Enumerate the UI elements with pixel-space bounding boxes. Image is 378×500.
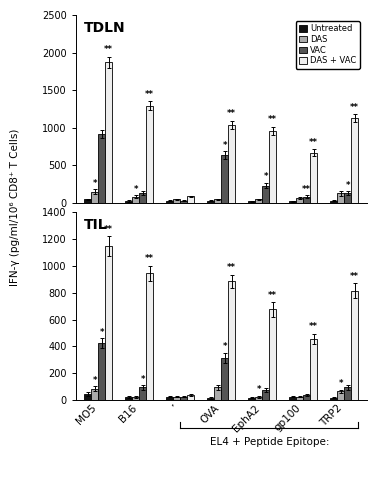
- Bar: [84, 394, 91, 400]
- Bar: [166, 396, 173, 400]
- Bar: [310, 339, 317, 400]
- Bar: [105, 246, 112, 400]
- Bar: [310, 153, 317, 203]
- Bar: [344, 193, 351, 203]
- Bar: [248, 398, 255, 400]
- Text: **: **: [104, 225, 113, 234]
- Bar: [296, 198, 303, 203]
- Bar: [132, 396, 139, 400]
- Bar: [214, 200, 221, 203]
- Text: EL4 + Peptide Epitope:: EL4 + Peptide Epitope:: [209, 436, 329, 446]
- Legend: Untreated, DAS, VAC, DAS + VAC: Untreated, DAS, VAC, DAS + VAC: [296, 21, 359, 68]
- Bar: [105, 62, 112, 203]
- Bar: [255, 396, 262, 400]
- Text: *: *: [338, 380, 343, 388]
- Text: *: *: [133, 184, 138, 194]
- Bar: [84, 200, 91, 203]
- Bar: [262, 390, 269, 400]
- Bar: [303, 197, 310, 203]
- Bar: [146, 273, 153, 400]
- Text: TDLN: TDLN: [84, 20, 126, 34]
- Bar: [330, 398, 337, 400]
- Text: *: *: [222, 140, 227, 149]
- Text: **: **: [309, 322, 318, 332]
- Bar: [337, 392, 344, 400]
- Bar: [228, 124, 235, 203]
- Text: **: **: [350, 102, 359, 112]
- Bar: [221, 155, 228, 203]
- Bar: [98, 134, 105, 203]
- Bar: [139, 388, 146, 400]
- Text: *: *: [222, 342, 227, 351]
- Text: *: *: [263, 172, 268, 181]
- Bar: [296, 396, 303, 400]
- Text: **: **: [145, 254, 154, 264]
- Text: **: **: [350, 272, 359, 281]
- Text: *: *: [99, 328, 104, 336]
- Bar: [180, 201, 187, 203]
- Text: **: **: [302, 184, 311, 194]
- Bar: [187, 396, 194, 400]
- Bar: [344, 388, 351, 400]
- Bar: [125, 396, 132, 400]
- Bar: [337, 194, 344, 203]
- Text: **: **: [268, 290, 277, 300]
- Bar: [132, 197, 139, 203]
- Bar: [180, 396, 187, 400]
- Text: *: *: [92, 178, 97, 188]
- Text: **: **: [309, 138, 318, 147]
- Text: *: *: [345, 180, 350, 190]
- Text: IFN-γ (pg/ml/10⁶ CD8⁺ T Cells): IFN-γ (pg/ml/10⁶ CD8⁺ T Cells): [10, 129, 20, 286]
- Text: **: **: [268, 116, 277, 124]
- Bar: [228, 282, 235, 400]
- Bar: [330, 201, 337, 203]
- Text: **: **: [227, 264, 236, 272]
- Bar: [207, 201, 214, 203]
- Text: *: *: [256, 385, 261, 394]
- Bar: [262, 186, 269, 203]
- Bar: [221, 358, 228, 400]
- Bar: [207, 398, 214, 400]
- Text: **: **: [104, 45, 113, 54]
- Text: *: *: [140, 374, 145, 384]
- Bar: [146, 106, 153, 203]
- Bar: [187, 196, 194, 203]
- Text: TIL: TIL: [84, 218, 108, 232]
- Bar: [351, 290, 358, 400]
- Bar: [351, 118, 358, 203]
- Bar: [269, 310, 276, 400]
- Bar: [289, 202, 296, 203]
- Bar: [255, 200, 262, 203]
- Bar: [214, 388, 221, 400]
- Bar: [173, 396, 180, 400]
- Bar: [125, 201, 132, 203]
- Text: *: *: [92, 376, 97, 385]
- Bar: [139, 193, 146, 203]
- Bar: [98, 343, 105, 400]
- Bar: [303, 396, 310, 400]
- Text: **: **: [145, 90, 154, 99]
- Bar: [91, 192, 98, 203]
- Text: **: **: [227, 109, 236, 118]
- Bar: [173, 200, 180, 203]
- Bar: [91, 388, 98, 400]
- Bar: [248, 202, 255, 203]
- Bar: [289, 396, 296, 400]
- Bar: [166, 201, 173, 203]
- Bar: [269, 131, 276, 203]
